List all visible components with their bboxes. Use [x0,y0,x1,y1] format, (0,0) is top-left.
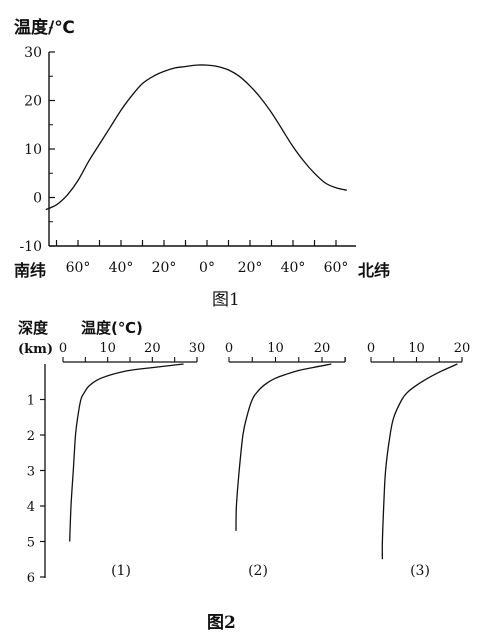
fig1-xtick-label: 20° [238,260,263,276]
fig2-depth-tick-label: 3 [27,465,35,480]
fig1-xtick-label: 0° [199,260,215,276]
fig1-temperature-curve [45,64,347,211]
fig1-xlabel-right: 北纬 [358,261,390,280]
fig2-depth-unit: (km) [18,342,53,357]
fig2-panel-temp-tick-label: 30 [189,341,206,356]
fig2-depth-tick-label: 1 [27,394,35,409]
fig2-panel-temp-tick-label: 10 [408,341,425,356]
fig2-panel-profile-curve [69,363,184,542]
fig2-depth-tick-label: 5 [27,536,35,551]
fig1-ytick-label: 20 [24,94,42,110]
fig1-ytick-label: 10 [24,142,42,158]
fig2-depth-tick-label: 2 [27,429,35,444]
fig1-xtick-label: 60° [324,260,349,276]
fig2-title: 图2 [207,613,236,633]
fig2-panel-temp-tick-label: 10 [267,341,284,356]
fig2-panel-profile-curve [235,363,332,531]
fig2-panel-temp-tick-label: 20 [144,341,161,356]
fig2-panel-label: (3) [410,563,430,579]
fig1-xlabel-left: 南纬 [14,261,46,280]
fig2-panel-temp-tick-label: 10 [99,341,116,356]
figure-2-depth-temperature: 深度 (km) 温度(℃) 图2 1 2 3 4 5 6 0 10 20 30 (1) 0 10 20 (2… [18,319,470,633]
fig2-panel-temp-tick-label: 20 [454,341,471,356]
fig2-temp-label: 温度(℃) [81,319,143,337]
fig1-xtick-label: 40° [109,260,134,276]
fig2-panel-profile-curve [381,363,458,560]
fig2-panel-temp-tick-label: 0 [59,341,67,356]
fig2-panel-label: (2) [248,563,268,579]
fig2-panel-temp-tick-label: 20 [314,341,331,356]
fig2-panel-temp-tick-label: 0 [225,341,233,356]
fig1-xtick-label: 60° [66,260,91,276]
fig1-ytick-label: 30 [24,45,42,61]
fig1-xtick-label: 40° [281,260,306,276]
fig1-xtick-label: 20° [152,260,177,276]
fig1-ytick-label: -10 [19,239,42,255]
figure-1-latitude-temperature: 温度/℃ 南纬 北纬 图1 30 20 10 0 -10 60° 40° 20° 0° 20° 40… [14,17,390,310]
fig2-panel-temp-tick-label: 0 [367,341,375,356]
fig1-ytick-label: 0 [33,191,42,207]
fig2-panel-label: (1) [111,563,131,579]
fig2-depth-tick-label: 6 [27,571,35,586]
fig1-title: 图1 [212,290,240,310]
fig2-depth-label: 深度 [18,319,49,337]
fig2-depth-tick-label: 4 [27,500,35,515]
fig1-ylabel: 温度/℃ [14,17,75,38]
